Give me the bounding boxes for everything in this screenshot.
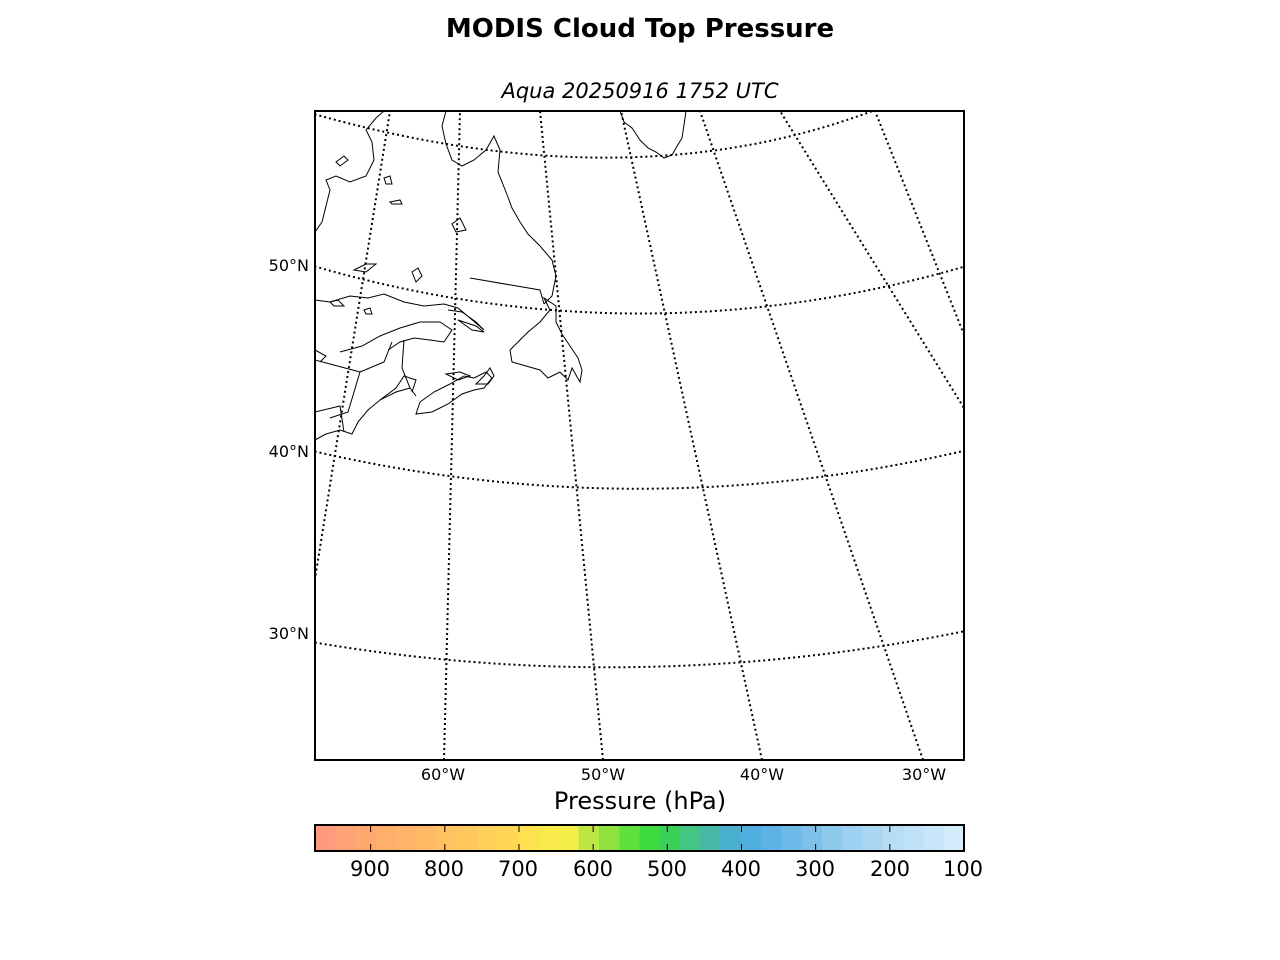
meridian-line: [539, 111, 604, 760]
colorbar-cell: [740, 825, 762, 851]
colorbar-tick-label: 700: [497, 857, 539, 881]
colorbar-cell: [375, 825, 397, 851]
island-outline: [363, 307, 373, 315]
lon-label-60w: 60°W: [420, 765, 466, 784]
colorbar-cell: [862, 825, 884, 851]
parallel-line: [315, 630, 964, 669]
newfoundland-island: [509, 296, 583, 384]
map-layers: [315, 111, 964, 760]
colorbar-cell: [477, 825, 499, 851]
colorbar-cell: [396, 825, 418, 851]
lon-label-30w: 30°W: [901, 765, 947, 784]
coastlines: [315, 111, 687, 441]
colorbar-cell: [558, 825, 580, 851]
colorbar-tick-label: 500: [646, 857, 688, 881]
colorbar-cell: [842, 825, 864, 851]
colorbar-tick-label: 800: [423, 857, 465, 881]
colorbar-tick-label: 600: [572, 857, 614, 881]
colorbar-cell: [598, 825, 620, 851]
border-line: [359, 341, 393, 373]
lon-label-40w: 40°W: [739, 765, 785, 784]
colorbar-tick-label: 200: [869, 857, 911, 881]
colorbar-tick-label: 300: [794, 857, 836, 881]
border-line: [315, 359, 361, 419]
lon-label-50w: 50°W: [580, 765, 626, 784]
island-outline: [388, 199, 403, 205]
islands: [329, 155, 467, 315]
meridian-line: [779, 111, 964, 410]
figure-subtitle: Aqua 20250916 1752 UTC: [501, 79, 779, 103]
colorbar-cell: [882, 825, 904, 851]
colorbar-cell: [578, 825, 600, 851]
political-borders: [315, 339, 411, 433]
cape-breton: [474, 367, 495, 385]
lake-outline: [451, 217, 467, 233]
border-line: [401, 339, 411, 389]
meridian-line: [620, 111, 763, 760]
island-outline: [335, 155, 349, 167]
colorbar-cell: [659, 825, 681, 851]
border-line: [315, 349, 327, 363]
colorbar-cell: [903, 825, 925, 851]
nova-scotia: [415, 371, 493, 415]
colorbar-cell: [923, 825, 945, 851]
colorbar-cell: [943, 825, 965, 851]
map-frame: [314, 110, 965, 761]
greenland-coast: [619, 111, 687, 159]
meridian-line: [874, 111, 964, 338]
colorbar-tick-label: 900: [349, 857, 391, 881]
colorbar-cell: [680, 825, 701, 851]
lat-label-40n: 40°N: [268, 442, 309, 461]
colorbar-cell: [355, 825, 377, 851]
meridian-line: [699, 111, 924, 760]
colorbar-cell: [781, 825, 803, 851]
colorbar-cell: [538, 825, 559, 851]
colorbar-cell: [720, 825, 742, 851]
colorbar-cell: [822, 825, 843, 851]
lake-outline: [411, 267, 423, 283]
pei-island: [444, 371, 472, 381]
colorbar-cell: [315, 825, 336, 851]
graticule: [315, 111, 964, 760]
border-line: [315, 405, 345, 433]
island-outline: [329, 299, 346, 307]
figure-title: MODIS Cloud Top Pressure: [445, 14, 835, 44]
gaspe-peninsula: [339, 321, 453, 353]
new-england-coast: [315, 387, 417, 441]
island-outline: [352, 263, 378, 273]
meridian-line: [315, 111, 391, 586]
colorbar-cell: [456, 825, 478, 851]
colorbar-cells: [315, 825, 965, 851]
colorbar-ticks: [370, 825, 965, 851]
lat-label-50n: 50°N: [268, 256, 309, 275]
colorbar-cell: [801, 825, 823, 851]
colorbar-cell: [700, 825, 722, 851]
colorbar-title: Pressure (hPa): [553, 787, 727, 815]
colorbar-cell: [497, 825, 519, 851]
labrador-coast: [441, 111, 557, 305]
parallel-line: [315, 449, 964, 490]
parallel-line: [315, 265, 964, 315]
lat-label-30n: 30°N: [268, 624, 309, 643]
colorbar-cell: [619, 825, 641, 851]
island-outline: [383, 175, 393, 185]
colorbar-tick-label: 400: [720, 857, 762, 881]
colorbar-cell: [517, 825, 539, 851]
colorbar-tick-label: 100: [942, 857, 984, 881]
bay-of-fundy: [379, 375, 417, 401]
colorbar-cell: [416, 825, 438, 851]
parallel-line: [315, 111, 876, 159]
labrador-border: [469, 277, 545, 305]
quebec-north-shore: [315, 293, 485, 331]
labrador-quebec-coast: [315, 111, 385, 233]
colorbar-frame: [314, 824, 965, 852]
anticosti-island: [457, 319, 485, 333]
colorbar-cell: [761, 825, 783, 851]
colorbar-cell: [436, 825, 458, 851]
meridian-line: [443, 111, 461, 760]
colorbar-cell: [639, 825, 661, 851]
colorbar-cell: [335, 825, 357, 851]
